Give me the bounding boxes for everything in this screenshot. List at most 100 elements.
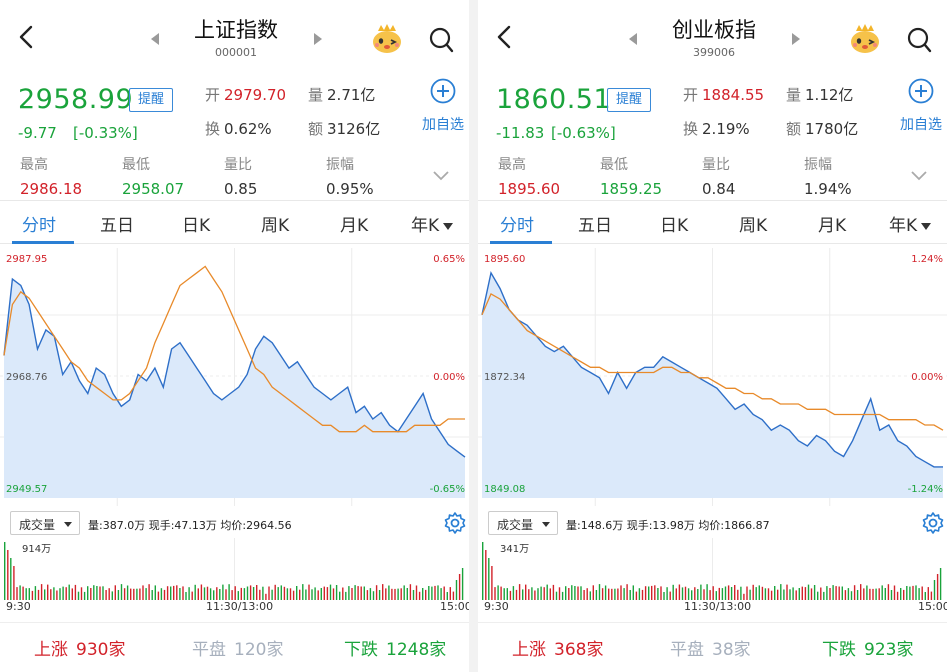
mascot-icon[interactable]: [370, 22, 404, 56]
advancers-count[interactable]: 上涨 930家: [34, 635, 125, 660]
tab-weekly-k[interactable]: 周K: [739, 216, 768, 236]
volume-bar: [120, 584, 123, 600]
volume-bar: [225, 589, 227, 600]
intraday-chart[interactable]: 1895.60 1872.34 1849.08 1.24% 0.00% -1.24%: [478, 248, 947, 506]
volume-bar: [820, 587, 822, 600]
volume-bar: [342, 587, 344, 600]
volume-bar: [231, 590, 233, 600]
volume-indicator-select[interactable]: 成交量: [10, 511, 80, 535]
volume-bar: [939, 568, 942, 600]
volume-bar: [703, 589, 705, 600]
previous-index-icon[interactable]: [149, 32, 161, 46]
volume-bar: [246, 586, 249, 600]
tab-five-day[interactable]: 五日: [578, 216, 612, 236]
volume-bar: [182, 586, 184, 600]
volume-bar: [522, 589, 524, 600]
stat-volume-ratio: 量比 0.84: [702, 154, 735, 198]
stat-label: 最高: [20, 157, 48, 173]
volume-bar: [302, 584, 304, 600]
unchanged-count[interactable]: 平盘 120家: [192, 635, 283, 660]
time-label-midday: 11:30/13:00: [206, 600, 274, 613]
tab-daily-k[interactable]: 日K: [660, 216, 689, 236]
volume-bar: [188, 587, 190, 600]
volume-toolbar: 成交量 量:387.0万 现手:47.13万 均价:2964.56: [0, 508, 469, 538]
volume-bar: [571, 585, 573, 600]
volume-bar: [139, 588, 141, 600]
intraday-chart[interactable]: 2987.95 2968.76 2949.57 0.65% 0.00% -0.65%: [0, 248, 469, 506]
volume-indicator-select[interactable]: 成交量: [488, 511, 558, 535]
volume-bar: [623, 588, 625, 600]
volume-bar: [7, 550, 9, 600]
volume-bar: [157, 591, 160, 600]
decliners-count[interactable]: 下跌 923家: [822, 635, 913, 660]
volume-bar: [912, 585, 914, 600]
stat-label: 量比: [702, 157, 730, 173]
gear-icon[interactable]: [921, 511, 945, 535]
volume-bar: [878, 588, 880, 600]
volume-bar: [197, 588, 199, 600]
mascot-icon[interactable]: [848, 22, 882, 56]
volume-summary: 量 2.71亿: [308, 84, 375, 105]
volume-bar: [823, 591, 825, 600]
volume-bar: [292, 590, 295, 600]
price-change-percent: [-0.33%]: [73, 124, 138, 142]
volume-bar: [835, 586, 837, 600]
volume-bar: [589, 591, 591, 600]
volume-bar: [68, 584, 70, 600]
next-index-icon[interactable]: [312, 32, 324, 46]
add-watchlist-button[interactable]: 加自选: [896, 78, 946, 134]
volume-bar: [65, 587, 67, 600]
back-arrow-icon[interactable]: [16, 24, 38, 50]
add-watchlist-label: 加自选: [422, 117, 464, 133]
gear-icon[interactable]: [443, 511, 467, 535]
volume-bar: [443, 586, 445, 600]
volume-bar: [743, 593, 745, 600]
tab-weekly-k[interactable]: 周K: [261, 216, 290, 236]
axis-label-mid-right: 0.00%: [433, 372, 465, 383]
tab-monthly-k[interactable]: 月K: [340, 216, 369, 236]
tab-yearly-k[interactable]: 年K: [411, 211, 454, 236]
price-alert-button[interactable]: 提醒: [129, 88, 173, 112]
add-watchlist-button[interactable]: 加自选: [418, 78, 468, 134]
volume-bar: [62, 586, 64, 600]
chevron-down-icon[interactable]: [910, 170, 928, 182]
decliners-count[interactable]: 下跌 1248家: [344, 635, 446, 660]
tab-five-day[interactable]: 五日: [100, 216, 134, 236]
unchanged-count[interactable]: 平盘 38家: [670, 635, 751, 660]
tab-intraday[interactable]: 分时: [22, 216, 56, 236]
add-watchlist-label: 加自选: [900, 117, 942, 133]
previous-index-icon[interactable]: [627, 32, 639, 46]
tab-yearly-k[interactable]: 年K: [889, 211, 932, 236]
quote-summary: 2958.99 提醒 -9.77 [-0.33%] 开 2979.70 换 0.62…: [0, 72, 469, 200]
volume-bar: [930, 591, 933, 600]
volume-bar: [525, 584, 527, 600]
volume-bar: [366, 590, 369, 600]
chevron-down-icon[interactable]: [432, 170, 450, 182]
volume-bar: [418, 591, 421, 600]
advancers-count[interactable]: 上涨 368家: [512, 635, 603, 660]
search-icon[interactable]: [428, 26, 454, 54]
turnover-label: 换: [683, 120, 699, 138]
stat-label: 振幅: [326, 157, 354, 173]
price-alert-button[interactable]: 提醒: [607, 88, 651, 112]
active-tab-indicator: [12, 241, 74, 244]
volume-bar: [777, 589, 779, 600]
volume-bar: [915, 585, 917, 600]
volume-bar: [93, 585, 95, 600]
volume-bar: [123, 588, 126, 600]
volume-bar: [755, 587, 757, 600]
volume-bar: [500, 586, 502, 600]
tab-monthly-k[interactable]: 月K: [818, 216, 847, 236]
tab-intraday[interactable]: 分时: [500, 216, 534, 236]
volume-value: 2.71亿: [327, 86, 376, 104]
next-index-icon[interactable]: [790, 32, 802, 46]
dropdown-triangle-icon: [542, 522, 550, 527]
search-icon[interactable]: [906, 26, 932, 54]
volume-bar: [37, 589, 40, 600]
stat-label: 最高: [498, 157, 526, 173]
back-arrow-icon[interactable]: [494, 24, 516, 50]
stat-label: 量比: [224, 157, 252, 173]
volume-bar: [648, 586, 650, 600]
tab-daily-k[interactable]: 日K: [182, 216, 211, 236]
volume-bar: [145, 588, 147, 600]
